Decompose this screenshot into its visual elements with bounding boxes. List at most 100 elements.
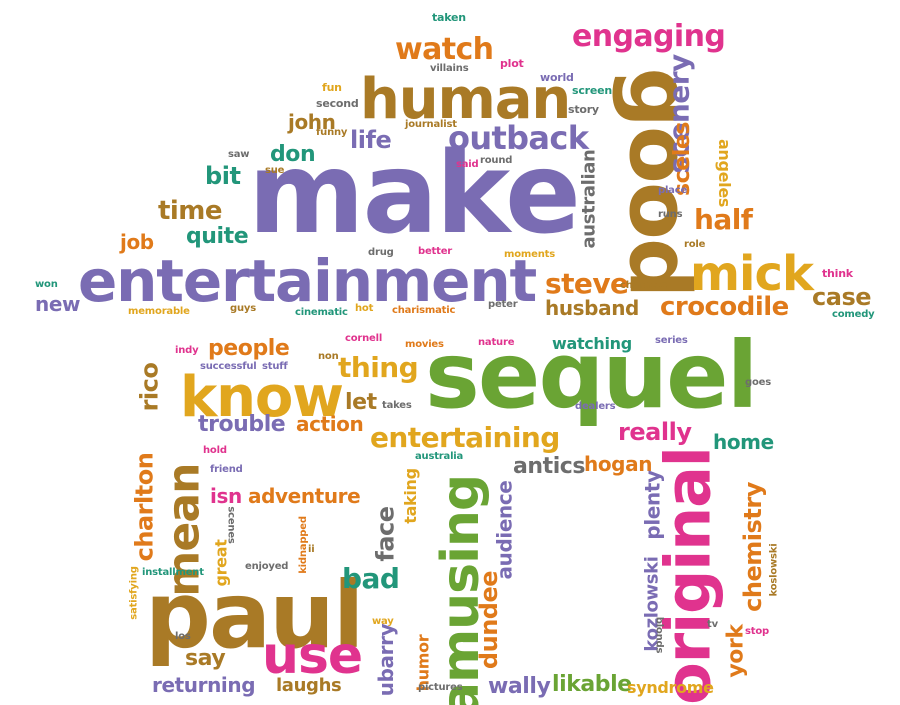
word-paul: paul [145,562,364,669]
word-pictures: pictures [418,682,463,693]
word-koslowski: koslowski [768,543,780,597]
word-bad: bad [342,562,400,595]
word-hold: hold [203,445,227,456]
word-drug: drug [368,247,394,258]
word-non: non [318,351,339,362]
word-thing: thing [338,351,419,384]
word-really: really [618,418,692,446]
word-hot: hot [355,303,374,314]
word-new: new [35,292,81,316]
word-los: los [175,631,191,642]
word-dundee: dundee [475,570,504,670]
word-villains: villains [430,63,469,74]
word-outback: outback [448,119,589,157]
word-cornell: cornell [345,333,383,344]
word-successful: successful [200,361,257,372]
word-round: round [480,155,513,166]
word-let: let [345,390,377,415]
word-engaging: engaging [572,19,726,54]
word-half: half [694,203,753,236]
word-wally: wally [488,674,551,699]
word-isn: isn [210,484,242,508]
word-guys: guys [230,303,256,314]
word-make: make [248,129,581,259]
word-friend: friend [210,464,243,475]
word-world: world [540,71,574,84]
word-great: great [211,539,231,587]
word-hogan: hogan [584,452,653,476]
word-australia: australia [415,451,464,462]
word-moments: moments [504,249,555,260]
word-said: said [456,159,479,170]
word-rico: rico [135,362,164,412]
word-know: know [180,365,344,430]
word-character: character [620,280,673,291]
word-antics: antics [513,454,586,479]
word-screen: screen [572,84,612,97]
word-better: better [418,246,453,257]
word-place: place [658,185,688,196]
word-watch: watch [395,32,494,67]
word-face: face [371,506,400,562]
word-sequel: sequel [425,322,758,429]
word-trouble: trouble [198,412,286,437]
word-satisfying: satisfying [128,566,140,620]
word-peter: peter [488,299,518,310]
word-charlton: charlton [130,452,159,562]
word-crocodile: crocodile [660,292,789,322]
word-human: human [360,67,571,132]
word-case: case [812,283,872,311]
word-taking: taking [400,468,420,524]
word-action: action [296,412,364,436]
word-syndrome: syndrome [627,678,714,697]
word-story: story [568,103,599,116]
word-scenes: scenes [225,506,237,544]
word-returning: returning [152,673,256,697]
word-plot: plot [500,57,524,70]
word-say: say [185,646,226,671]
word-role: role [684,239,706,250]
word-taken: taken [432,11,466,24]
word-mick: mick [690,246,814,302]
word-enjoyed: enjoyed [245,561,289,572]
word-won: won [35,279,58,290]
word-job: job [120,230,154,254]
word-entertainment: entertainment [78,247,537,315]
word-people: people [208,336,290,361]
word-chemistry: chemistry [738,482,767,612]
word-saw: saw [228,149,250,160]
word-watching: watching [552,334,632,353]
word-audience: audience [492,480,517,580]
word-adventure: adventure [248,484,361,508]
word-series: series [655,335,688,346]
word-ii: ii [308,544,315,555]
word-memorable: memorable [128,306,190,317]
word-takes: takes [382,400,412,411]
word-comedy: comedy [832,309,875,320]
word-stuff: stuff [262,361,288,372]
word-movies: movies [405,339,444,350]
word-husband: husband [545,296,639,320]
word-plenty: plenty [640,470,665,540]
word-runs: runs [658,209,683,220]
word-nature: nature [478,337,515,348]
word-fun: fun [322,81,342,94]
word-installment: installment [142,567,204,578]
word-life: life [350,126,392,154]
word-ubarry: ubarry [374,623,399,697]
word-john: john [288,110,336,134]
word-steve: steve [545,267,629,300]
word-time: time [158,196,223,226]
word-goes: goes [745,377,771,388]
word-dealers: dealers [575,401,616,412]
word-blonds: blonds [653,616,665,654]
word-laughs: laughs [276,675,342,696]
word-way: way [372,616,394,627]
word-angeles: angeles [715,138,735,208]
word-second: second [316,97,359,110]
word-don: don [270,142,316,167]
word-tv: tv [707,619,718,630]
word-indy: indy [175,345,199,356]
word-bit: bit [205,162,241,190]
